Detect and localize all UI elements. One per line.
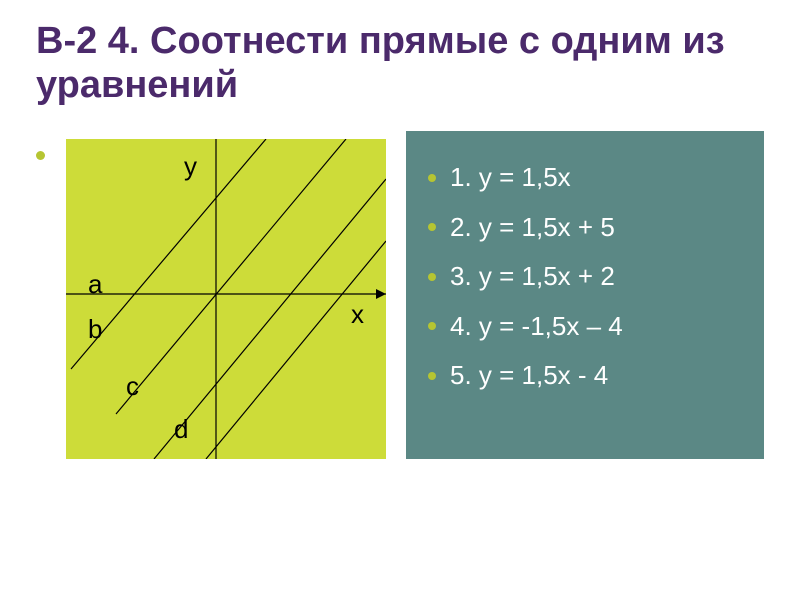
label-d: d: [174, 414, 188, 445]
label-b: b: [88, 314, 102, 345]
list-item: 5. у = 1,5х - 4: [428, 351, 742, 400]
list-item: 4. у = -1,5х – 4: [428, 302, 742, 351]
bullet-icon: [36, 151, 45, 160]
list-item: 1. у = 1,5х: [428, 153, 742, 202]
arrow-x-icon: [376, 289, 386, 299]
label-a: a: [88, 269, 102, 300]
bullet-icon: [428, 174, 436, 182]
slide-title: В-2 4. Соотнести прямые с одним из уравн…: [36, 20, 764, 107]
equation-text: 3. у = 1,5х + 2: [450, 252, 615, 301]
label-c: c: [126, 371, 139, 402]
label-y: y: [184, 151, 197, 182]
equation-list: 1. у = 1,5х 2. у = 1,5х + 5 3. у = 1,5х …: [428, 153, 742, 400]
bullet-icon: [428, 273, 436, 281]
equation-text: 1. у = 1,5х: [450, 153, 571, 202]
equations-panel: 1. у = 1,5х 2. у = 1,5х + 5 3. у = 1,5х …: [406, 131, 764, 459]
equation-text: 5. у = 1,5х - 4: [450, 351, 608, 400]
list-item: 2. у = 1,5х + 5: [428, 203, 742, 252]
left-bullet: [36, 151, 45, 160]
equation-text: 4. у = -1,5х – 4: [450, 302, 623, 351]
graph-panel: y x a b c d: [66, 139, 386, 459]
graph-svg: [66, 139, 386, 459]
list-item: 3. у = 1,5х + 2: [428, 252, 742, 301]
label-x: x: [351, 299, 364, 330]
equation-text: 2. у = 1,5х + 5: [450, 203, 615, 252]
bullet-icon: [428, 322, 436, 330]
bullet-icon: [428, 223, 436, 231]
bullet-icon: [428, 372, 436, 380]
